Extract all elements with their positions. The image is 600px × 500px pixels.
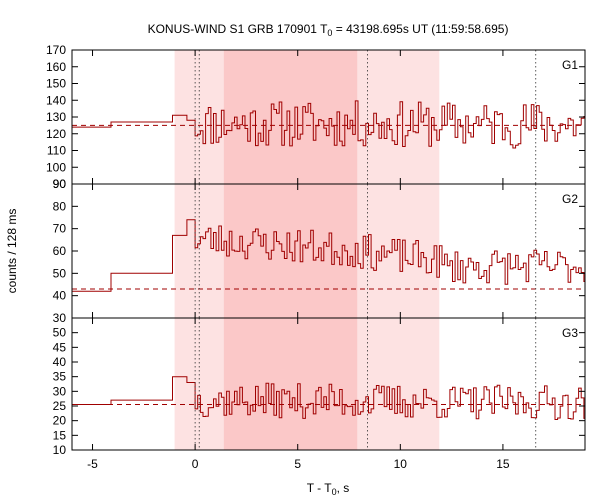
x-tick-label: 5 (294, 457, 301, 471)
y-tick-label: 50 (53, 326, 67, 340)
y-tick-label: 130 (46, 110, 66, 124)
x-axis-label-main: T - T (307, 481, 333, 495)
x-tick-label: -5 (87, 457, 98, 471)
y-tick-label: 120 (46, 127, 66, 141)
y-tick-label: 40 (53, 289, 67, 303)
y-tick-label: 30 (53, 384, 67, 398)
y-tick-label: 10 (53, 443, 67, 457)
y-tick-label: 45 (53, 340, 67, 354)
y-tick-label: 110 (47, 144, 66, 158)
series-line-g3 (72, 376, 585, 420)
chart-title-rest: = 43198.695s UT (11:59:58.695) (332, 22, 508, 36)
x-tick-label: 0 (192, 457, 199, 471)
x-axis-label-rest: , s (337, 481, 350, 495)
y-tick-label: 80 (53, 199, 67, 213)
x-axis-label-subscript: 0 (332, 487, 337, 497)
panels-group: 90100110120130140150160170G1304050607080… (46, 43, 586, 471)
y-tick-label: 90 (53, 177, 67, 191)
y-tick-label: 160 (46, 60, 66, 74)
y-tick-label: 35 (53, 370, 67, 384)
panel-label-g1: G1 (562, 58, 578, 72)
y-tick-label: 170 (46, 43, 66, 57)
shading-dark-band (223, 318, 358, 450)
y-axis-label: counts / 128 ms (5, 209, 19, 294)
x-axis-label: T - T0, s (307, 481, 350, 497)
series-line-g1 (72, 100, 585, 149)
y-tick-label: 60 (53, 244, 67, 258)
y-tick-label: 25 (53, 399, 67, 413)
x-tick-label: 10 (394, 457, 408, 471)
chart-title-main: KONUS-WIND S1 GRB 170901 T (148, 22, 329, 36)
panel-label-g2: G2 (562, 192, 578, 206)
y-tick-label: 90 (53, 177, 67, 191)
y-tick-label: 100 (46, 160, 66, 174)
panel-label-g3: G3 (562, 326, 578, 340)
y-tick-label: 30 (53, 311, 67, 325)
panel-frame (71, 317, 586, 451)
chart-title: KONUS-WIND S1 GRB 170901 T0 = 43198.695s… (148, 22, 509, 38)
y-tick-label: 15 (53, 428, 67, 442)
y-tick-label: 40 (53, 355, 67, 369)
y-tick-label: 150 (46, 77, 66, 91)
y-tick-label: 20 (53, 414, 67, 428)
shading-dark-band (223, 184, 358, 318)
series-line-g2 (72, 219, 585, 292)
x-tick-label: 15 (496, 457, 510, 471)
chart-title-subscript: 0 (327, 28, 332, 38)
shading-dark-band (223, 50, 358, 184)
panel-g2: 30 40 50 60 70 80 90 G2 (53, 177, 586, 325)
y-tick-label: 50 (53, 266, 67, 280)
y-tick-label: 140 (46, 93, 66, 107)
y-tick-label: 70 (53, 222, 67, 236)
panel-g1: 90 100 110 120 130 140 150 160 170 G1 (46, 43, 586, 191)
